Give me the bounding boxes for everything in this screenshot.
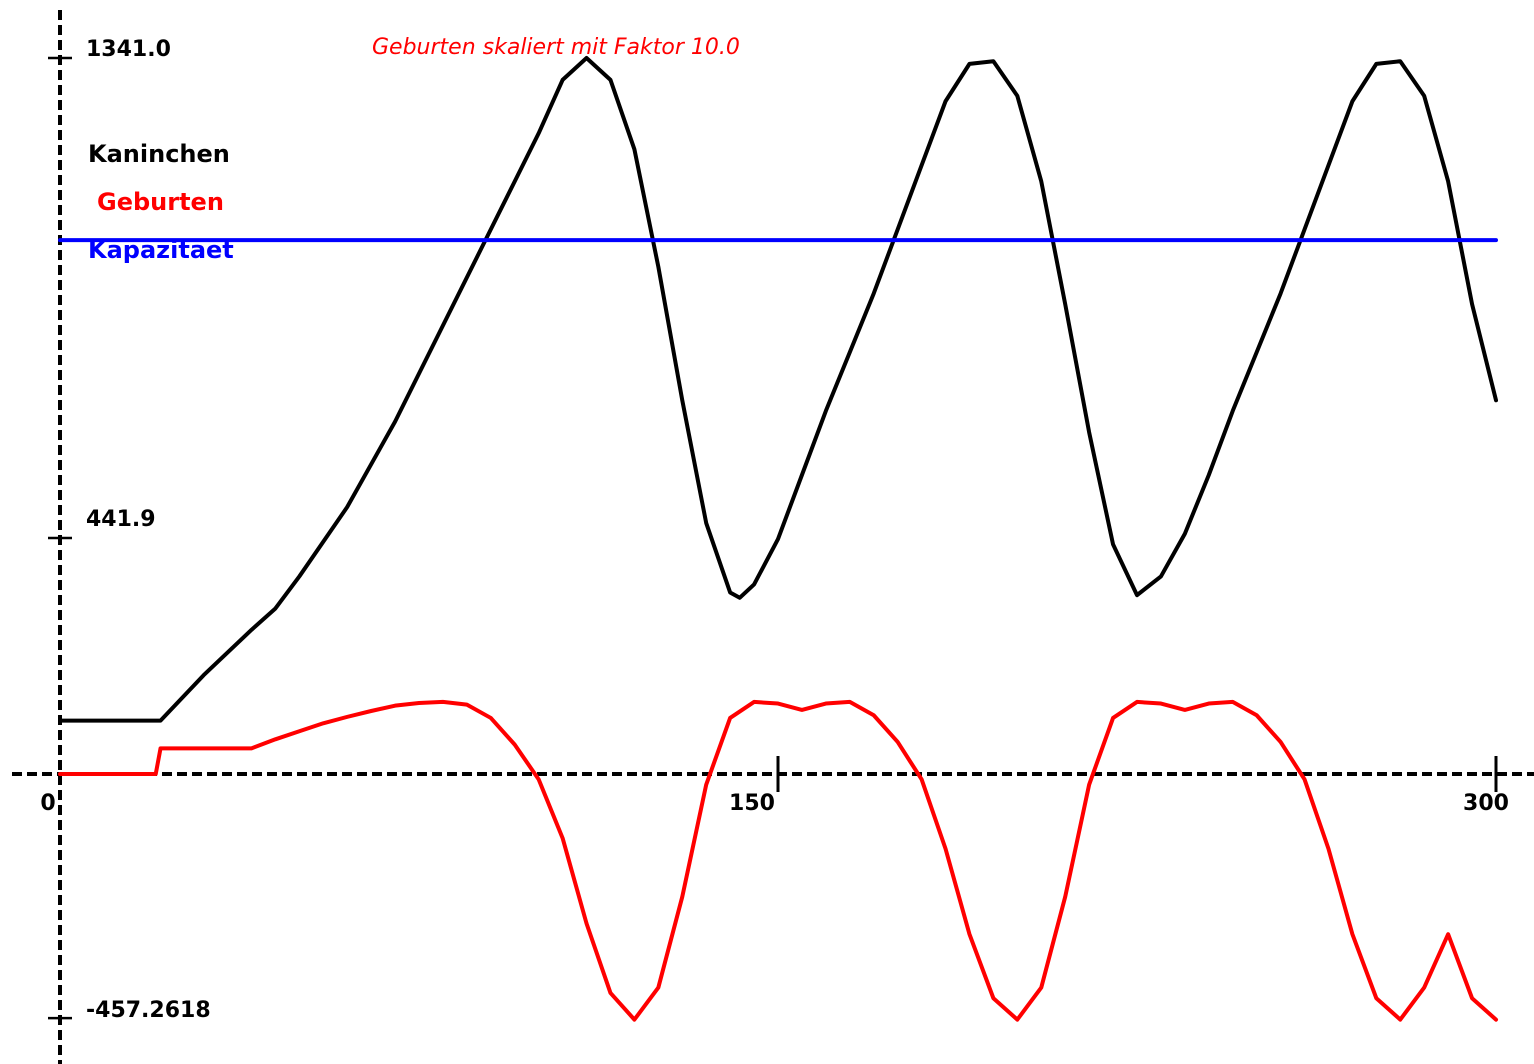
x-tick-label-0: 0 [40,791,55,816]
series-line-kaninchen [58,56,1498,723]
y-tick-label-bottom: -457.2618 [86,998,211,1023]
series-line-geburten [58,699,1498,1022]
legend-kaninchen: Kaninchen [88,140,230,168]
series-layer [58,56,1498,1022]
ticks [48,56,1498,1020]
x-tick-label-300: 300 [1463,791,1509,816]
legend-kapazitaet: Kapazitaet [88,236,234,264]
legend-geburten: Geburten [97,188,224,216]
scale-annotation: Geburten skaliert mit Faktor 10.0 [372,35,740,60]
labels: 1341.0 441.9 -457.2618 0 150 300 Geburte… [40,35,1509,1023]
y-tick-label-top: 1341.0 [86,37,171,62]
axes [12,10,1534,1064]
y-tick-label-mid: 441.9 [86,507,156,532]
x-tick-label-150: 150 [729,791,775,816]
